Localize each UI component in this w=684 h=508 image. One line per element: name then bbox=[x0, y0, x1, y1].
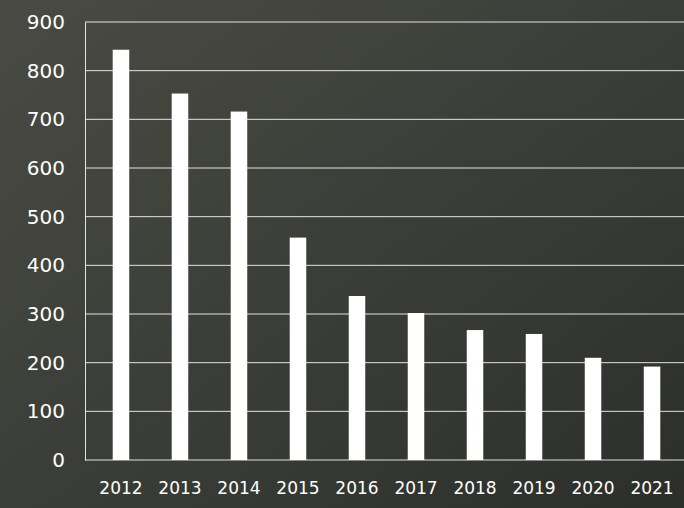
chart: 0 100 200 300 400 500 600 700 800 900 2012 2013 2014… bbox=[0, 0, 684, 508]
y-tick-label: 600 bbox=[27, 156, 65, 180]
bar bbox=[585, 358, 602, 460]
y-tick-label: 0 bbox=[52, 448, 65, 472]
x-tick: 2015 bbox=[276, 460, 319, 498]
x-tick-label: 2015 bbox=[276, 478, 319, 498]
y-axis: 0 100 200 300 400 500 600 700 800 900 bbox=[27, 10, 86, 472]
y-tick-label: 100 bbox=[27, 399, 65, 423]
y-axis-line bbox=[85, 23, 86, 461]
x-tick-label: 2019 bbox=[512, 478, 555, 498]
x-tick-label: 2018 bbox=[453, 478, 496, 498]
y-tick-label: 200 bbox=[27, 351, 65, 375]
bar bbox=[231, 112, 248, 460]
x-tick-label: 2020 bbox=[571, 478, 614, 498]
y-tick-label: 300 bbox=[27, 302, 65, 326]
y-tick: 400 bbox=[27, 253, 85, 277]
y-tick-label: 800 bbox=[27, 59, 65, 83]
bar bbox=[349, 296, 366, 460]
bar bbox=[526, 334, 543, 460]
bar bbox=[467, 330, 484, 460]
y-tick: 100 bbox=[27, 399, 85, 423]
y-tick: 0 bbox=[52, 448, 85, 472]
bars bbox=[113, 50, 661, 460]
bar bbox=[290, 238, 307, 460]
y-tick-label: 400 bbox=[27, 253, 65, 277]
x-tick: 2017 bbox=[394, 460, 437, 498]
x-tick: 2020 bbox=[571, 460, 614, 498]
background bbox=[0, 0, 684, 508]
x-tick: 2014 bbox=[217, 460, 260, 498]
x-tick-label: 2021 bbox=[630, 478, 673, 498]
x-tick-label: 2013 bbox=[158, 478, 201, 498]
y-tick: 800 bbox=[27, 59, 85, 83]
y-tick: 200 bbox=[27, 351, 85, 375]
x-tick: 2021 bbox=[630, 460, 673, 498]
x-tick-label: 2017 bbox=[394, 478, 437, 498]
grid-line bbox=[85, 22, 684, 23]
bar bbox=[113, 50, 130, 460]
x-tick: 2013 bbox=[158, 460, 201, 498]
bar bbox=[644, 367, 661, 460]
y-tick: 500 bbox=[27, 205, 85, 229]
x-tick: 2018 bbox=[453, 460, 496, 498]
y-tick: 900 bbox=[27, 10, 85, 34]
y-tick: 600 bbox=[27, 156, 85, 180]
x-tick-label: 2012 bbox=[99, 478, 142, 498]
x-tick: 2016 bbox=[335, 460, 378, 498]
x-tick-label: 2016 bbox=[335, 478, 378, 498]
bar bbox=[172, 94, 189, 460]
y-tick: 700 bbox=[27, 107, 85, 131]
bar bbox=[408, 313, 425, 460]
y-tick-label: 700 bbox=[27, 107, 65, 131]
y-tick-label: 900 bbox=[27, 10, 65, 34]
x-tick: 2012 bbox=[99, 460, 142, 498]
y-tick-label: 500 bbox=[27, 205, 65, 229]
x-tick: 2019 bbox=[512, 460, 555, 498]
x-axis: 2012 2013 2014 2015 2016 2017 2018 2019 2020 2021 bbox=[96, 460, 679, 498]
x-tick-label: 2014 bbox=[217, 478, 260, 498]
y-tick: 300 bbox=[27, 302, 85, 326]
x-axis-line bbox=[96, 460, 679, 461]
grid bbox=[85, 22, 684, 460]
grid-line bbox=[85, 70, 684, 71]
